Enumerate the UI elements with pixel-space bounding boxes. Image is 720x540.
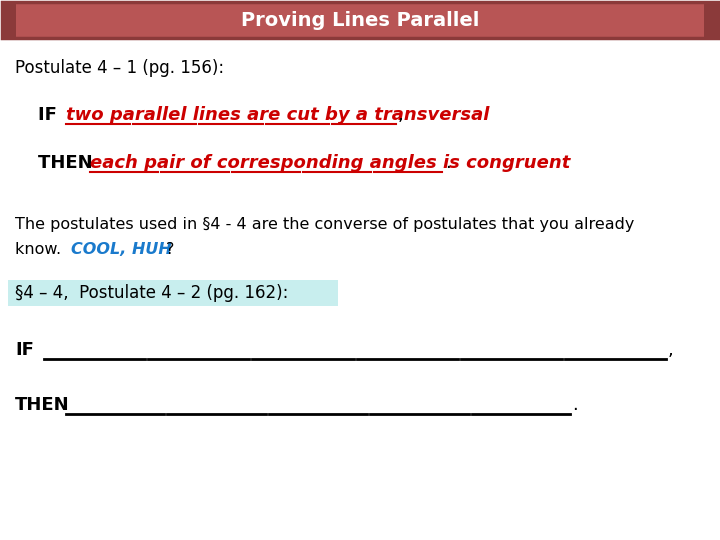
- Text: IF: IF: [38, 106, 63, 124]
- Bar: [2, 2, 718, 38]
- Text: The postulates used in §4 - 4 are the converse of postulates that you already: The postulates used in §4 - 4 are the co…: [15, 218, 634, 233]
- Text: .: .: [572, 396, 577, 414]
- Bar: [704, 2, 718, 38]
- Bar: [8, 280, 338, 306]
- Text: .: .: [445, 154, 451, 172]
- Text: §4 – 4,  Postulate 4 – 2 (pg. 162):: §4 – 4, Postulate 4 – 2 (pg. 162):: [15, 284, 289, 302]
- Text: IF: IF: [15, 341, 34, 359]
- Text: two parallel lines are cut by a transversal: two parallel lines are cut by a transver…: [66, 106, 490, 124]
- Text: Proving Lines Parallel: Proving Lines Parallel: [240, 10, 480, 30]
- Text: know.: know.: [15, 241, 71, 256]
- Text: ,: ,: [668, 341, 674, 359]
- Text: each pair of corresponding angles is congruent: each pair of corresponding angles is con…: [90, 154, 570, 172]
- Text: Postulate 4 – 1 (pg. 156):: Postulate 4 – 1 (pg. 156):: [15, 59, 224, 77]
- Text: ,: ,: [398, 106, 404, 124]
- Text: COOL, HUH: COOL, HUH: [71, 241, 172, 256]
- Text: THEN: THEN: [15, 396, 70, 414]
- Bar: [2, 2, 16, 38]
- Text: THEN: THEN: [38, 154, 99, 172]
- Text: ?: ?: [166, 241, 174, 256]
